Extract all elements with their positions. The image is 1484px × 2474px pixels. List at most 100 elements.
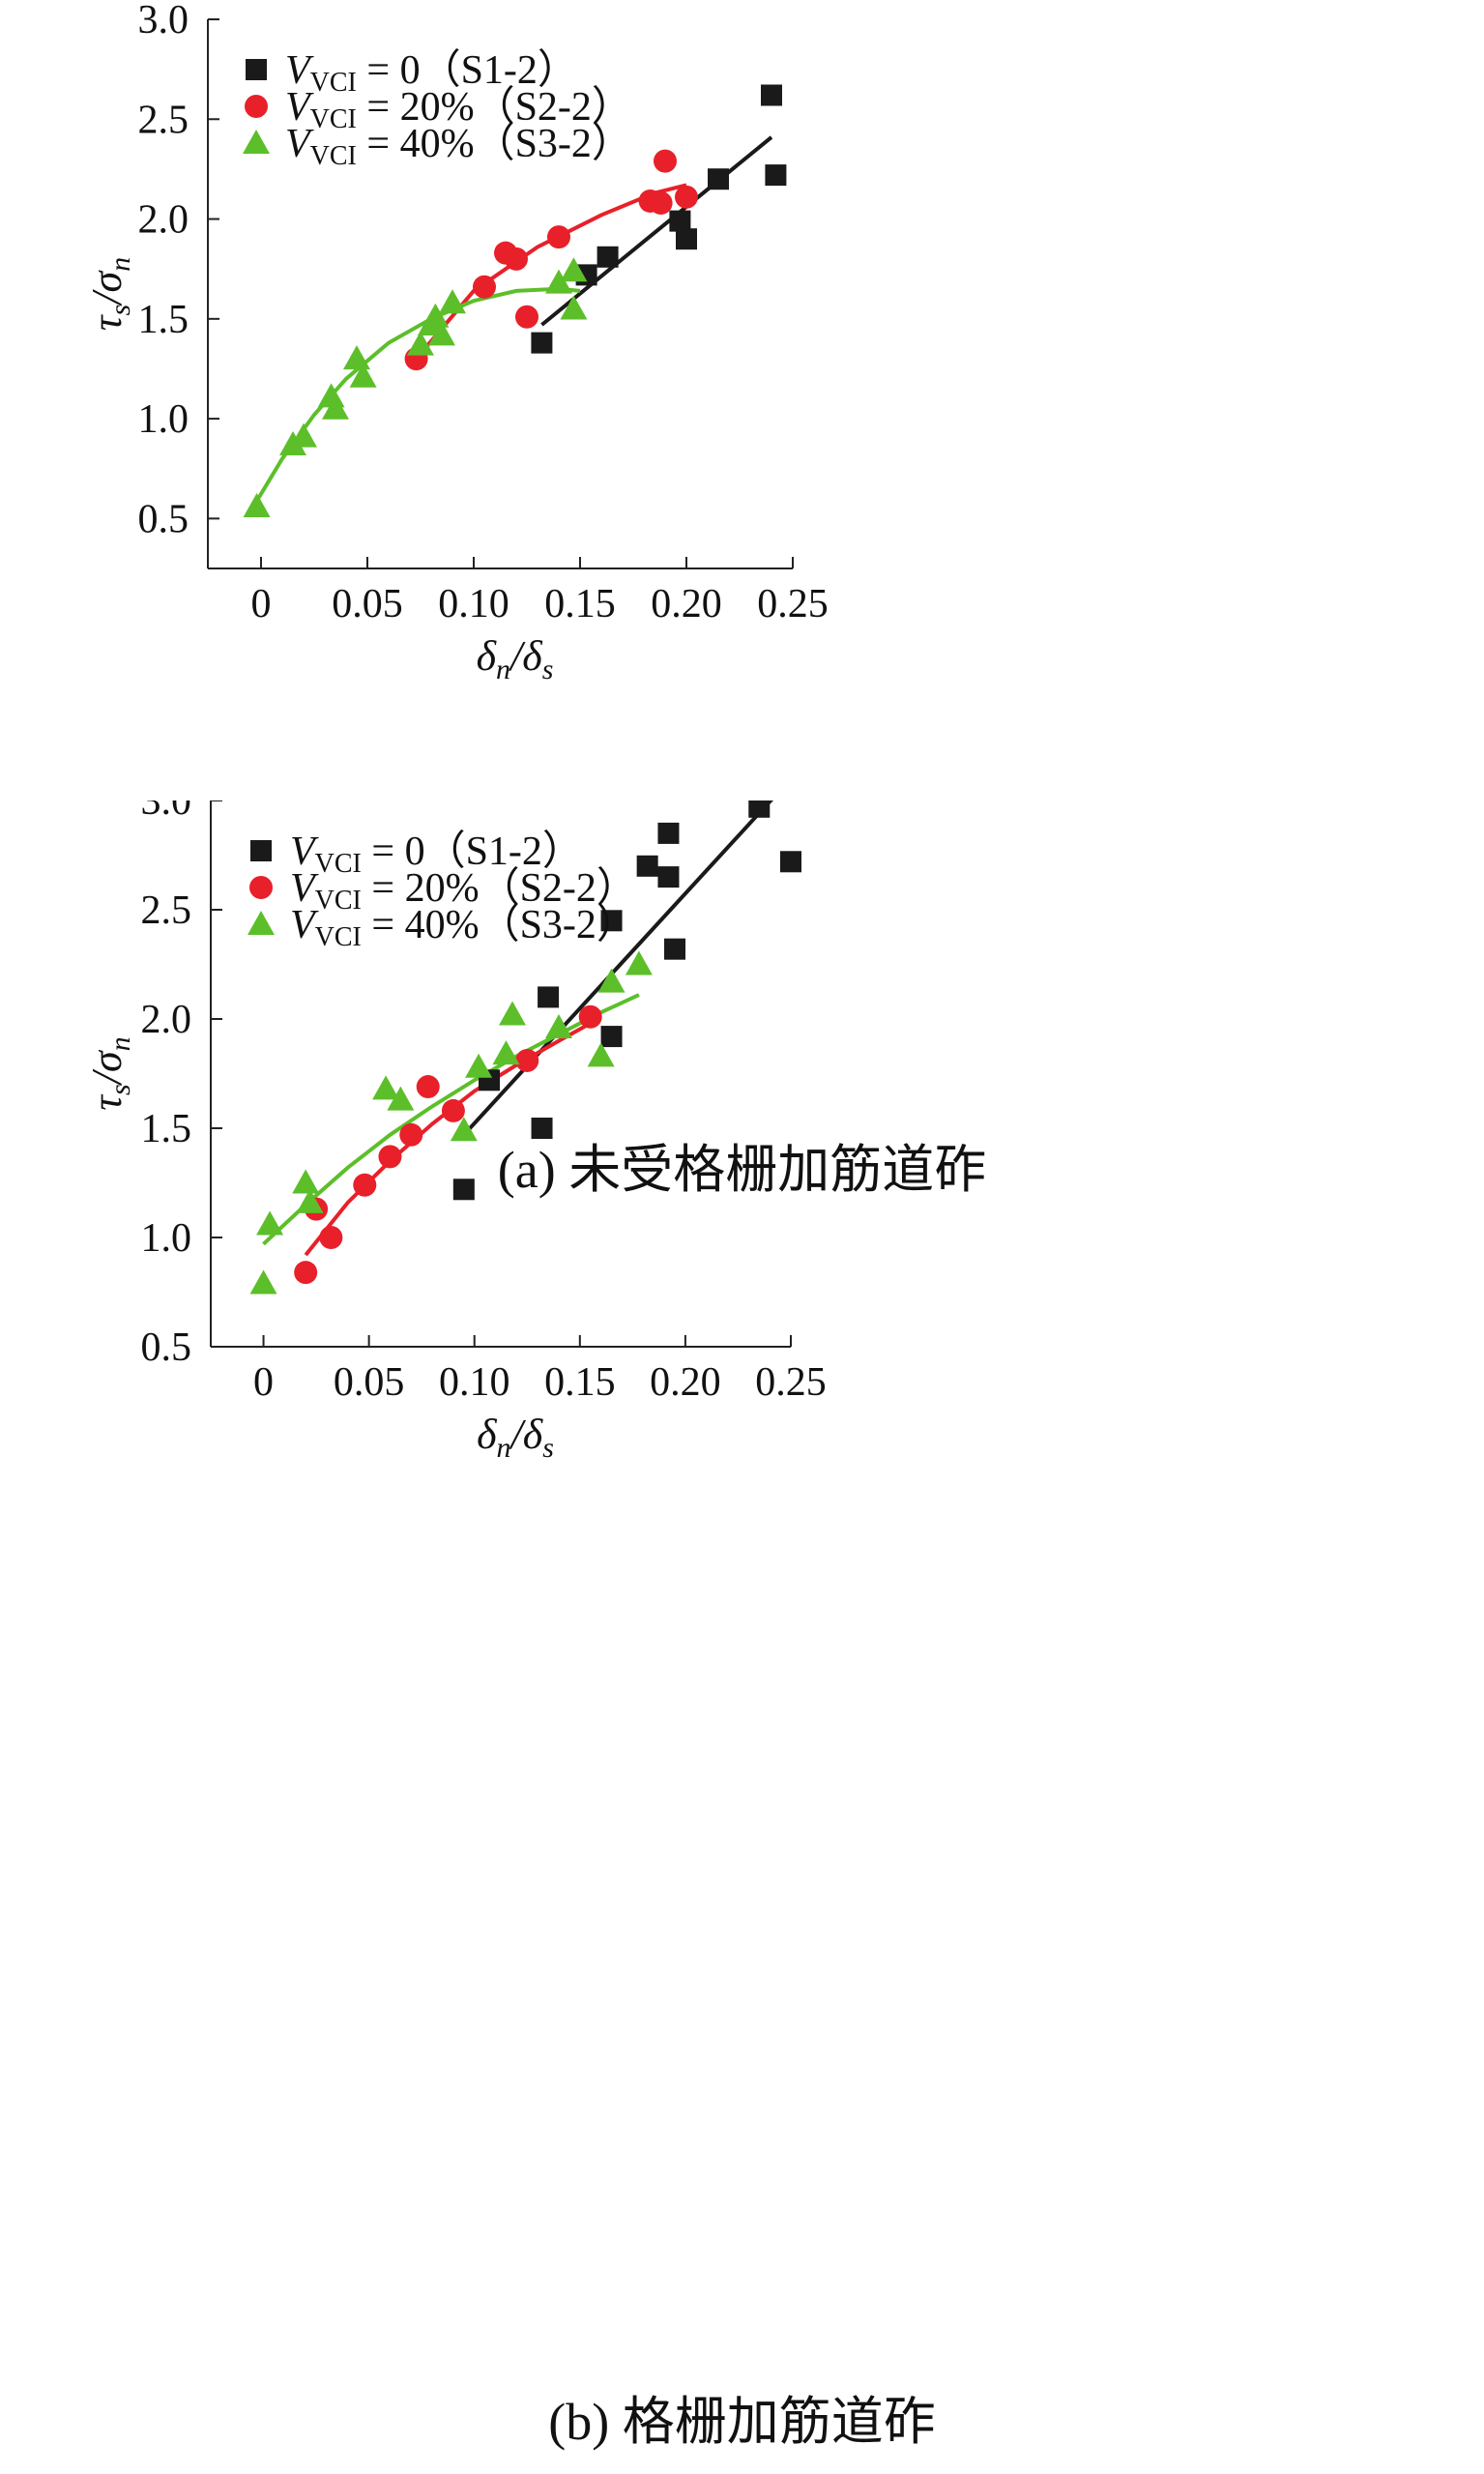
data-point xyxy=(531,1118,553,1139)
legend-marker xyxy=(243,130,270,154)
data-point xyxy=(416,1075,440,1099)
data-point xyxy=(597,968,626,993)
legend-label: VVCI = 20%（S2-2） xyxy=(290,866,637,916)
x-tick-label: 0.10 xyxy=(439,1360,510,1405)
legend-marker xyxy=(245,95,268,118)
data-point xyxy=(675,185,698,209)
legend-label: VVCI = 20%（S2-2） xyxy=(285,85,632,134)
x-tick-label: 0.20 xyxy=(651,582,722,626)
y-tick-label: 3.0 xyxy=(138,0,189,43)
y-axis-label: τs/σn xyxy=(83,1036,136,1110)
caption-a: (a) 未受格栅加筋道砟 xyxy=(497,1141,987,1199)
chart-b: 0.5 1.0 1.5 2.0 2.5 3.0 0 0.05 0.10 0.15 0.20 0.25 δ… xyxy=(83,800,827,1464)
y-tick-label: 3.0 xyxy=(141,800,192,824)
chart-a: 0.5 1.0 1.5 2.0 2.5 3.0 0 0.05 0.10 0.15 0.20 0.25 δ… xyxy=(83,0,829,685)
x-axis-label: δn/δs xyxy=(477,1411,554,1464)
data-point xyxy=(407,331,434,356)
data-point xyxy=(465,1053,493,1078)
data-point xyxy=(625,950,653,975)
data-point xyxy=(294,1261,318,1285)
x-tick-label: 0.10 xyxy=(438,582,509,626)
data-point xyxy=(505,247,528,271)
fit-line xyxy=(462,800,773,1137)
x-tick-label: 0 xyxy=(253,1360,274,1405)
data-point xyxy=(492,1040,520,1065)
data-point xyxy=(636,855,658,877)
x-tick-label: 0.20 xyxy=(650,1360,721,1405)
data-point xyxy=(538,986,560,1008)
data-point xyxy=(657,866,680,888)
x-tick-label: 0.15 xyxy=(544,1360,616,1405)
data-point xyxy=(765,164,787,187)
data-point xyxy=(473,275,496,299)
data-point xyxy=(748,800,771,818)
data-point xyxy=(654,149,677,173)
x-tick-label: 0.15 xyxy=(544,582,616,626)
data-point xyxy=(515,1048,539,1072)
data-point xyxy=(399,1122,423,1147)
chart-panel-a: 0.5 1.0 1.5 2.0 2.5 3.0 0 0.05 0.10 0.15 0.20 0.25 δ… xyxy=(83,0,987,1199)
y-tick-label: 0.5 xyxy=(138,497,189,541)
data-point xyxy=(600,910,623,932)
data-point xyxy=(657,822,680,844)
data-point xyxy=(441,1098,465,1122)
y-tick-label: 1.0 xyxy=(138,397,189,442)
data-point xyxy=(560,295,588,320)
data-point xyxy=(450,1117,478,1142)
y-tick-label: 2.0 xyxy=(141,998,192,1042)
legend-marker xyxy=(246,59,267,80)
data-point xyxy=(249,1269,277,1295)
caption-b: (b) 格栅加筋道砟 xyxy=(548,2393,936,2451)
data-point xyxy=(531,332,553,354)
data-point xyxy=(545,269,572,294)
data-point xyxy=(290,422,317,448)
y-axis-label: τs/σn xyxy=(83,257,136,331)
y-tick-label: 1.5 xyxy=(141,1107,192,1151)
x-axis-label: δn/δs xyxy=(477,632,554,685)
x-tick-label: 0.05 xyxy=(332,582,403,626)
data-point xyxy=(578,1004,602,1029)
fit-line xyxy=(540,135,773,327)
data-point xyxy=(296,1188,324,1213)
fit-line xyxy=(262,993,640,1246)
data-point xyxy=(439,289,466,314)
x-tick-label: 0.25 xyxy=(757,582,829,626)
data-point xyxy=(597,246,619,268)
legend-label: VVCI = 40%（S3-2） xyxy=(285,122,632,171)
x-tick-label: 0 xyxy=(251,582,272,626)
legend-marker xyxy=(247,911,275,935)
legend-label: VVCI = 0（S1-2） xyxy=(290,830,583,879)
data-point xyxy=(761,84,782,106)
data-point xyxy=(378,1145,402,1169)
y-tick-label: 2.5 xyxy=(138,98,189,142)
data-point xyxy=(322,394,349,420)
data-point xyxy=(292,1169,320,1194)
data-point xyxy=(587,1042,615,1067)
x-tick-label: 0.25 xyxy=(755,1360,827,1405)
data-point xyxy=(664,938,685,960)
y-tick-label: 2.5 xyxy=(141,888,192,933)
legend-marker xyxy=(249,876,273,899)
data-point xyxy=(708,168,729,190)
legend-label: VVCI = 0（S1-2） xyxy=(285,48,578,98)
data-point xyxy=(515,305,538,329)
y-tick-label: 0.5 xyxy=(141,1325,192,1370)
x-tick-label: 0.05 xyxy=(334,1360,405,1405)
data-point xyxy=(353,1173,377,1197)
data-point xyxy=(372,1075,400,1100)
data-point xyxy=(349,363,377,388)
fit-line xyxy=(304,1021,592,1257)
legend-marker xyxy=(250,840,272,861)
data-point xyxy=(387,1086,415,1111)
data-point xyxy=(780,851,801,873)
data-point xyxy=(343,345,370,370)
data-point xyxy=(499,1001,526,1026)
data-point xyxy=(560,257,588,282)
data-point xyxy=(600,1026,623,1048)
data-point xyxy=(452,1179,475,1201)
data-point xyxy=(428,321,455,346)
data-point xyxy=(256,1210,284,1236)
data-point xyxy=(649,191,673,216)
y-tick-label: 1.0 xyxy=(141,1216,192,1261)
chart-panel-b: 0.5 1.0 1.5 2.0 2.5 3.0 0 0.05 0.10 0.15 0.20 0.25 δ… xyxy=(0,800,1484,2474)
